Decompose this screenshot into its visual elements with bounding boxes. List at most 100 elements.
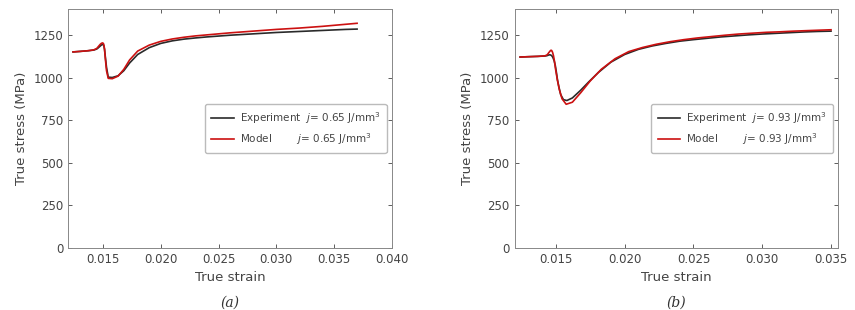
Model        $j$= 0.93 J/mm$^3$ [706, 35, 716, 38]
Experiment  $j$= 0.65 J/mm$^3$ [340, 28, 351, 31]
Y-axis label: True stress (MPa): True stress (MPa) [15, 72, 28, 185]
Experiment  $j$= 0.93 J/mm$^3$ [515, 55, 525, 59]
Model        $j$= 0.65 J/mm$^3$ [107, 77, 117, 81]
Model        $j$= 0.65 J/mm$^3$ [156, 39, 166, 43]
Model        $j$= 0.65 J/mm$^3$ [214, 32, 224, 36]
Line: Experiment  $j$= 0.65 J/mm$^3$: Experiment $j$= 0.65 J/mm$^3$ [73, 29, 357, 78]
Model        $j$= 0.65 J/mm$^3$ [225, 31, 235, 35]
Experiment  $j$= 0.93 J/mm$^3$ [620, 53, 630, 56]
Model        $j$= 0.93 J/mm$^3$ [545, 50, 555, 53]
X-axis label: True strain: True strain [641, 272, 711, 284]
Experiment  $j$= 0.93 J/mm$^3$ [552, 78, 563, 82]
Experiment  $j$= 0.65 J/mm$^3$ [100, 55, 110, 59]
Experiment  $j$= 0.93 J/mm$^3$ [661, 42, 671, 45]
Model        $j$= 0.93 J/mm$^3$ [548, 54, 558, 58]
Experiment  $j$= 0.93 J/mm$^3$ [558, 98, 569, 102]
Model        $j$= 0.93 J/mm$^3$ [665, 40, 675, 44]
Experiment  $j$= 0.93 J/mm$^3$ [542, 54, 552, 58]
Model        $j$= 0.93 J/mm$^3$ [585, 79, 595, 83]
Model        $j$= 0.93 J/mm$^3$ [561, 102, 571, 106]
Experiment  $j$= 0.93 J/mm$^3$ [771, 32, 781, 35]
Model        $j$= 0.93 J/mm$^3$ [652, 42, 662, 46]
Experiment  $j$= 0.93 J/mm$^3$ [556, 93, 566, 96]
Model        $j$= 0.65 J/mm$^3$ [95, 42, 105, 46]
Model        $j$= 0.93 J/mm$^3$ [515, 55, 525, 59]
Experiment  $j$= 0.93 J/mm$^3$ [551, 71, 562, 74]
Experiment  $j$= 0.65 J/mm$^3$ [99, 44, 109, 48]
Experiment  $j$= 0.65 J/mm$^3$ [260, 31, 270, 35]
Experiment  $j$= 0.93 J/mm$^3$ [675, 39, 685, 43]
Model        $j$= 0.65 J/mm$^3$ [91, 47, 102, 51]
Model        $j$= 0.93 J/mm$^3$ [693, 36, 703, 40]
Model        $j$= 0.65 J/mm$^3$ [97, 41, 108, 45]
Experiment  $j$= 0.65 J/mm$^3$ [94, 45, 104, 49]
Experiment  $j$= 0.93 J/mm$^3$ [647, 44, 657, 48]
Experiment  $j$= 0.65 J/mm$^3$ [91, 47, 102, 51]
Model        $j$= 0.65 J/mm$^3$ [96, 42, 106, 45]
Model        $j$= 0.93 J/mm$^3$ [567, 100, 577, 104]
Experiment  $j$= 0.93 J/mm$^3$ [593, 71, 604, 74]
Experiment  $j$= 0.93 J/mm$^3$ [548, 55, 558, 59]
Experiment  $j$= 0.65 J/mm$^3$ [119, 69, 129, 73]
Model        $j$= 0.65 J/mm$^3$ [83, 49, 93, 53]
Experiment  $j$= 0.93 J/mm$^3$ [543, 54, 553, 57]
Experiment  $j$= 0.93 J/mm$^3$ [567, 96, 577, 100]
Experiment  $j$= 0.93 J/mm$^3$ [634, 47, 644, 51]
Experiment  $j$= 0.65 J/mm$^3$ [75, 50, 86, 53]
Model        $j$= 0.93 J/mm$^3$ [623, 50, 634, 53]
Model        $j$= 0.93 J/mm$^3$ [551, 68, 561, 71]
Experiment  $j$= 0.65 J/mm$^3$ [294, 30, 304, 33]
Experiment  $j$= 0.93 J/mm$^3$ [545, 53, 556, 57]
Model        $j$= 0.65 J/mm$^3$ [179, 35, 189, 39]
Experiment  $j$= 0.65 J/mm$^3$ [113, 74, 123, 78]
Model        $j$= 0.65 J/mm$^3$ [92, 45, 103, 49]
Text: (a): (a) [221, 296, 239, 310]
Model        $j$= 0.93 J/mm$^3$ [826, 28, 836, 32]
Model        $j$= 0.93 J/mm$^3$ [546, 49, 557, 52]
Experiment  $j$= 0.65 J/mm$^3$ [99, 47, 109, 51]
Model        $j$= 0.65 J/mm$^3$ [144, 43, 155, 47]
Line: Model        $j$= 0.93 J/mm$^3$: Model $j$= 0.93 J/mm$^3$ [520, 30, 831, 104]
Model        $j$= 0.93 J/mm$^3$ [533, 55, 543, 58]
Model        $j$= 0.65 J/mm$^3$ [125, 58, 135, 62]
Experiment  $j$= 0.65 J/mm$^3$ [89, 48, 99, 52]
Model        $j$= 0.65 J/mm$^3$ [102, 69, 112, 73]
Model        $j$= 0.93 J/mm$^3$ [545, 48, 556, 52]
Model        $j$= 0.93 J/mm$^3$ [610, 57, 620, 61]
Experiment  $j$= 0.93 J/mm$^3$ [544, 53, 554, 57]
Experiment  $j$= 0.65 J/mm$^3$ [317, 29, 327, 32]
Experiment  $j$= 0.65 J/mm$^3$ [225, 33, 235, 37]
Y-axis label: True stress (MPa): True stress (MPa) [462, 72, 475, 185]
Experiment  $j$= 0.65 J/mm$^3$ [179, 37, 189, 41]
Experiment  $j$= 0.93 J/mm$^3$ [523, 55, 534, 59]
Model        $j$= 0.65 J/mm$^3$ [99, 44, 109, 47]
Model        $j$= 0.65 J/mm$^3$ [329, 24, 339, 27]
Model        $j$= 0.93 J/mm$^3$ [734, 32, 744, 36]
Model        $j$= 0.65 J/mm$^3$ [352, 21, 363, 25]
Model        $j$= 0.65 J/mm$^3$ [103, 77, 114, 80]
Model        $j$= 0.65 J/mm$^3$ [100, 57, 110, 61]
Experiment  $j$= 0.65 J/mm$^3$ [283, 30, 293, 34]
Model        $j$= 0.93 J/mm$^3$ [761, 30, 771, 34]
Experiment  $j$= 0.93 J/mm$^3$ [729, 34, 740, 38]
Model        $j$= 0.93 J/mm$^3$ [542, 53, 552, 57]
Model        $j$= 0.93 J/mm$^3$ [557, 97, 567, 101]
Experiment  $j$= 0.93 J/mm$^3$ [743, 33, 753, 37]
Experiment  $j$= 0.65 J/mm$^3$ [144, 46, 155, 50]
Model        $j$= 0.65 J/mm$^3$ [271, 28, 281, 31]
Experiment  $j$= 0.65 J/mm$^3$ [97, 42, 108, 46]
Legend: Experiment  $j$= 0.93 J/mm$^3$, Model        $j$= 0.93 J/mm$^3$: Experiment $j$= 0.93 J/mm$^3$, Model $j$… [652, 104, 833, 153]
Experiment  $j$= 0.65 J/mm$^3$ [329, 28, 339, 32]
Model        $j$= 0.65 J/mm$^3$ [68, 50, 78, 54]
Experiment  $j$= 0.65 J/mm$^3$ [103, 75, 114, 79]
Model        $j$= 0.65 J/mm$^3$ [113, 74, 123, 78]
Model        $j$= 0.93 J/mm$^3$ [638, 46, 648, 49]
Experiment  $j$= 0.93 J/mm$^3$ [785, 31, 795, 34]
Model        $j$= 0.93 J/mm$^3$ [803, 29, 813, 33]
Experiment  $j$= 0.65 J/mm$^3$ [96, 43, 106, 47]
Experiment  $j$= 0.93 J/mm$^3$ [605, 60, 616, 64]
Experiment  $j$= 0.93 J/mm$^3$ [757, 32, 767, 36]
Experiment  $j$= 0.65 J/mm$^3$ [95, 44, 105, 48]
Experiment  $j$= 0.65 J/mm$^3$ [202, 35, 212, 39]
Model        $j$= 0.93 J/mm$^3$ [554, 87, 564, 91]
